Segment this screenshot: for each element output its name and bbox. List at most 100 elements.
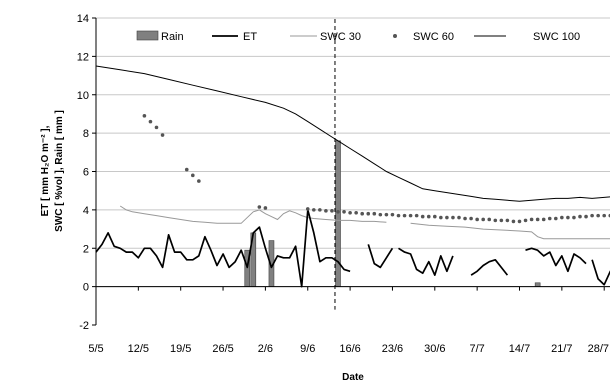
swc30-line (119, 205, 387, 224)
swc60-point (142, 114, 147, 118)
y-tick-label: -2 (79, 320, 89, 332)
swc60-point (523, 218, 528, 223)
et-line (591, 259, 610, 286)
x-tick-label: 14/7 (509, 343, 530, 355)
swc60-point (590, 213, 594, 218)
swc60-point (372, 211, 377, 216)
x-tick-label: 21/7 (551, 343, 572, 355)
swc60-point (451, 215, 455, 220)
et-line (470, 258, 509, 276)
swc60-point (184, 167, 189, 172)
legend-swatch-swc60 (393, 34, 397, 38)
swc60-point (554, 216, 558, 221)
x-tick-label: 2/6 (258, 343, 273, 355)
swc60-points (142, 114, 610, 224)
legend-label-rain: Rain (161, 31, 184, 43)
x-axis-title: Date (342, 372, 364, 383)
x-tick-label: 7/7 (470, 343, 485, 355)
y-axis-title-line2: SWC [ %vol ], Rain [ mm ] (54, 110, 65, 232)
x-tick-label: 23/6 (382, 343, 403, 355)
et-line (398, 247, 454, 276)
swc60-point (378, 212, 383, 217)
swc60-point (324, 209, 328, 213)
swc60-point (312, 208, 316, 212)
swc60-point (602, 213, 606, 218)
swc60-point (541, 217, 546, 222)
swc60-point (197, 179, 201, 183)
swc60-point (566, 215, 570, 220)
y-tick-label: 8 (83, 128, 89, 140)
swc60-point (511, 219, 516, 224)
swc60-point (305, 207, 310, 211)
swc60-point (493, 218, 498, 223)
swc60-point (445, 215, 449, 220)
swc60-point (584, 214, 588, 219)
x-tick-label: 9/6 (300, 343, 315, 355)
y-tick-label: 0 (83, 282, 89, 294)
y-tick-label: 12 (77, 51, 89, 63)
x-tick-label: 28/7 (588, 343, 609, 355)
legend-label-swc100: SWC 100 (533, 31, 580, 43)
y-tick-label: 2 (83, 243, 89, 255)
swc60-point (414, 213, 419, 218)
x-tick-label: 16/6 (339, 343, 360, 355)
swc60-point (505, 218, 510, 223)
swc60-point (547, 216, 552, 221)
swc60-point (263, 206, 268, 210)
swc60-point (336, 209, 340, 214)
swc60-point (439, 215, 443, 220)
swc60-point (354, 210, 358, 215)
legend-label-et: ET (243, 31, 257, 43)
swc60-point (420, 214, 425, 219)
swc60-point (475, 217, 479, 222)
et-line (367, 244, 394, 269)
legend: Rain ET SWC 30 SWC 60 SWC 100 (136, 30, 580, 43)
x-tick-labels: 5/5 12/5 19/5 26/5 2/6 9/6 16/6 23/6 30/6 7/7 14/7… (88, 343, 609, 355)
swc60-point (154, 125, 159, 130)
swc60-point (463, 216, 467, 221)
x-tick-label: 30/6 (424, 343, 445, 355)
swc30-line (410, 222, 610, 240)
y-axis-title-line1: ET [ mm H₂O m⁻² ], (40, 125, 51, 216)
swc60-point (481, 217, 486, 222)
x-tick-label: 12/5 (128, 343, 149, 355)
x-tick-label: 26/5 (212, 343, 233, 355)
swc60-point (469, 216, 473, 221)
swc60-point (596, 213, 600, 218)
y-tick-label: 6 (83, 167, 89, 179)
swc60-point (348, 210, 352, 215)
swc60-point (517, 219, 522, 224)
swc60-point (342, 209, 346, 214)
x-tick-label: 19/5 (170, 343, 191, 355)
swc60-point (529, 217, 534, 222)
swc60-point (402, 213, 407, 218)
swc60-point (499, 218, 504, 223)
swc60-point (191, 173, 195, 178)
swc60-point (426, 214, 431, 219)
swc60-point (457, 215, 461, 220)
axes (92, 17, 610, 326)
et-line (525, 247, 587, 273)
swc60-point (560, 215, 564, 220)
y-tick-label: 10 (77, 90, 89, 102)
swc100-line (95, 65, 610, 202)
rain-bar (534, 282, 541, 287)
swc60-point (148, 119, 153, 124)
swc60-point (408, 213, 413, 218)
y-tick-label: 4 (83, 205, 89, 217)
legend-label-swc30: SWC 30 (320, 31, 361, 43)
swc60-point (578, 214, 582, 219)
swc60-point (318, 208, 322, 212)
swc60-point (366, 211, 371, 216)
swc60-point (330, 209, 334, 213)
swc60-point (360, 211, 365, 216)
legend-swatch-rain (136, 30, 159, 41)
x-tick-label: 5/5 (88, 343, 103, 355)
legend-label-swc60: SWC 60 (413, 31, 454, 43)
swc60-point (487, 217, 492, 222)
swc60-point (535, 217, 540, 222)
swc60-point (390, 212, 395, 217)
swc60-point (384, 212, 389, 217)
y-tick-label: 14 (77, 13, 89, 25)
